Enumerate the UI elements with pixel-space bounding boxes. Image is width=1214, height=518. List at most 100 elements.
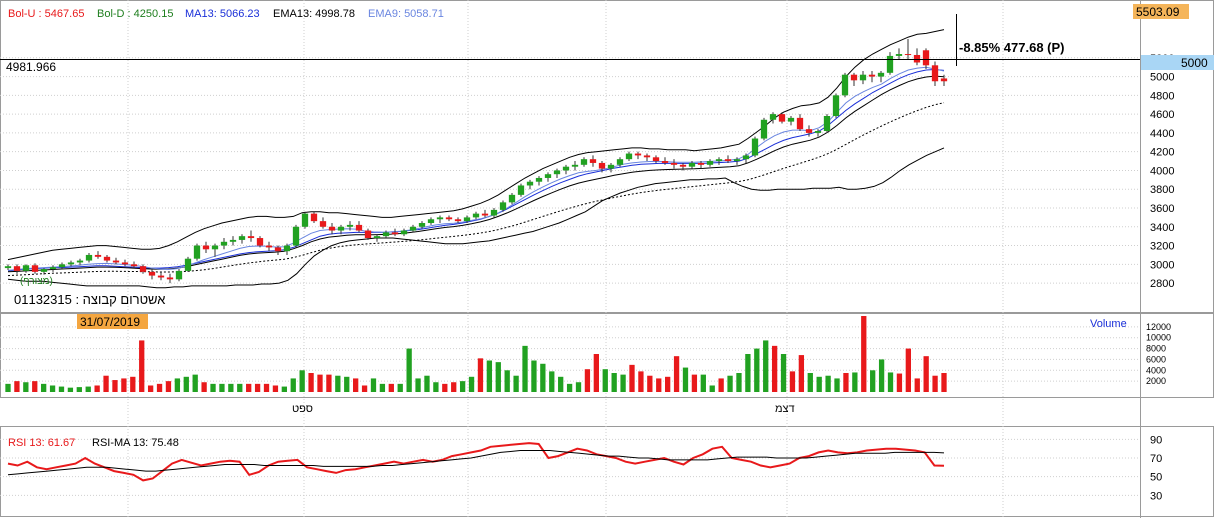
volume-bar <box>112 380 118 392</box>
volume-bar <box>549 371 555 392</box>
candle-body <box>409 226 417 231</box>
volume-bar <box>156 383 163 392</box>
volume-bar <box>700 374 706 392</box>
candles <box>4 39 948 284</box>
volume-bar <box>23 382 29 392</box>
volume-bar <box>896 373 903 392</box>
legend-fragment: (מצורף) <box>20 276 53 287</box>
candle-body <box>535 177 543 182</box>
volume-bar <box>932 375 938 392</box>
candle-body <box>724 159 732 162</box>
candle-body <box>67 262 75 265</box>
volume-bar <box>397 383 403 392</box>
volume-bars <box>5 316 947 392</box>
candle-body <box>94 254 102 257</box>
candle-body <box>31 265 39 272</box>
candle-body <box>166 277 174 280</box>
candle-body <box>814 131 822 133</box>
volume-bar <box>139 340 145 392</box>
volume-bar <box>780 354 787 392</box>
volume-bar <box>834 378 840 392</box>
x-label-sep: ספט <box>292 403 313 415</box>
candle-body <box>526 181 534 186</box>
candle-body <box>733 159 741 162</box>
volume-bar <box>326 374 332 392</box>
candle-body <box>868 74 876 77</box>
volume-bar <box>379 383 386 392</box>
volume-bar <box>370 378 377 392</box>
candle-body <box>787 117 795 122</box>
price-tick-label: 4800 <box>1150 90 1174 102</box>
legend-bol-d: Bol-D : 4250.15 <box>97 8 173 20</box>
candle-body <box>4 266 12 269</box>
volume-bar <box>192 374 198 392</box>
volume-tick-label: 10000 <box>1146 333 1171 343</box>
volume-bar <box>272 385 279 392</box>
candle-body <box>886 55 894 73</box>
candle-body <box>175 270 183 280</box>
volume-bar <box>718 378 724 392</box>
volume-bar <box>558 376 564 392</box>
volume-bar <box>513 375 519 392</box>
candle-body <box>760 119 768 139</box>
rsi-panel[interactable] <box>0 426 1214 517</box>
candle-body <box>373 236 381 239</box>
candle-body <box>301 213 309 227</box>
candle-body <box>454 219 462 222</box>
price-tick-label: 3400 <box>1150 222 1174 234</box>
volume-bar <box>727 375 733 392</box>
change-label: -8.85% 477.68 (P) <box>959 40 1065 55</box>
volume-bar <box>531 360 537 392</box>
price-tick-label: 3200 <box>1150 241 1174 253</box>
volume-bar <box>406 348 412 392</box>
volume-bar <box>459 381 466 392</box>
series-lower-ma <box>7 102 945 277</box>
candle-body <box>382 232 390 237</box>
series-ema9 <box>7 66 945 271</box>
volume-bar <box>32 381 38 392</box>
volume-bar <box>914 378 920 392</box>
candle-body <box>274 247 282 252</box>
candle-body <box>895 54 903 56</box>
volume-bar <box>789 371 796 392</box>
volume-bar <box>281 386 287 392</box>
volume-bar <box>85 386 91 392</box>
instrument-label: אשטרום קבוצה : 01132315 <box>14 292 165 307</box>
volume-bar <box>361 385 368 392</box>
candle-body <box>211 245 219 250</box>
candle-body <box>22 265 30 271</box>
rsi-ma-line <box>7 450 945 476</box>
candle-body <box>436 217 444 220</box>
candle-body <box>742 155 750 160</box>
level-tag-label: 5000 <box>1181 56 1208 70</box>
volume-bar <box>798 355 805 392</box>
volume-bar <box>566 383 573 392</box>
volume-bar <box>682 367 689 392</box>
volume-bar <box>602 369 608 392</box>
volume-bar <box>905 348 911 392</box>
candle-body <box>670 162 678 165</box>
volume-bar <box>58 386 65 392</box>
volume-tick-label: 8000 <box>1146 344 1166 354</box>
volume-bar <box>477 358 484 392</box>
volume-bar <box>486 360 493 392</box>
volume-bar <box>620 374 626 392</box>
volume-bar <box>816 376 822 392</box>
volume-bar <box>299 370 305 392</box>
candle-body <box>256 238 264 246</box>
legend-ma13: MA13: 5066.23 <box>185 8 260 20</box>
candle-body <box>463 217 471 222</box>
candle-body <box>931 65 939 82</box>
volume-bar <box>923 356 929 392</box>
cursor-date-tag <box>77 314 148 329</box>
volume-bar <box>442 383 448 392</box>
volume-bar <box>647 375 653 392</box>
candle-body <box>85 254 93 261</box>
volume-bar <box>165 381 172 392</box>
candle-body <box>58 264 66 268</box>
candle-body <box>751 138 759 156</box>
candle-body <box>796 117 804 130</box>
volume-bar <box>130 376 136 392</box>
volume-bar <box>575 382 582 392</box>
